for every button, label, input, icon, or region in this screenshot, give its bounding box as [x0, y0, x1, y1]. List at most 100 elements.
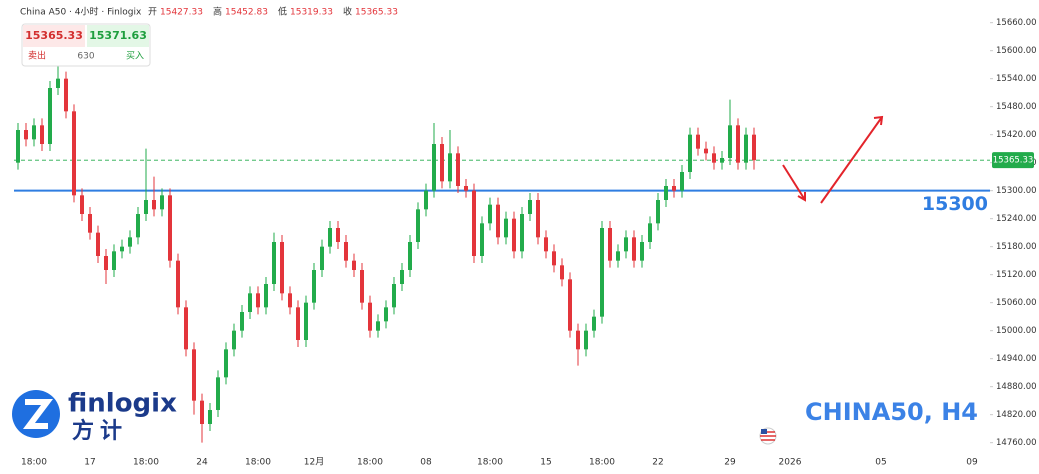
y-tick-label: 15180.00 [996, 242, 1037, 252]
candle-body [440, 144, 444, 182]
candle-body [752, 134, 756, 161]
logo-sub: 方计 [72, 418, 128, 444]
candle-body [248, 293, 252, 312]
candle-body [376, 321, 380, 331]
candle-body [424, 190, 428, 210]
candle-body [504, 218, 508, 238]
y-tick-label: 15240.00 [996, 214, 1037, 224]
x-tick-label: 29 [724, 458, 736, 468]
candle-body [744, 134, 748, 163]
x-tick-label: 17 [84, 458, 95, 468]
chart-title: China A50 · 4小时 · Finlogix [20, 6, 142, 18]
x-tick-label: 12月 [304, 457, 324, 468]
candle-body [152, 200, 156, 210]
candle-body [120, 246, 124, 252]
candle-body [320, 246, 324, 270]
x-tick-label: 22 [652, 458, 663, 468]
candle-body [136, 214, 140, 238]
sell-label[interactable]: 卖出 [28, 50, 46, 62]
price-tag-label: 15365.33 [993, 156, 1034, 166]
candle-body [88, 214, 92, 233]
candle-body [96, 232, 100, 256]
candle-body [144, 200, 148, 214]
arrow-down [782, 164, 806, 202]
candle-body [408, 242, 412, 270]
candle-body [640, 242, 644, 261]
x-tick-label: 18:00 [133, 458, 159, 468]
candle-body [544, 237, 548, 252]
candle-body [712, 153, 716, 163]
candle-body [128, 237, 132, 247]
candle-body [680, 172, 684, 191]
ohlc-key: 收 [343, 6, 352, 18]
candle-body [384, 307, 388, 322]
buy-price[interactable]: 15371.63 [89, 29, 147, 42]
candle-body [664, 186, 668, 200]
candle-body [448, 153, 452, 182]
candle-body [704, 148, 708, 154]
candle-body [568, 279, 572, 331]
candle-body [352, 260, 356, 270]
y-tick-label: 15300.00 [996, 186, 1037, 196]
plot: 14760.00 14820.00 14880.00 14940.00 15000.00… [14, 18, 1037, 468]
candle-body [160, 195, 164, 210]
ohlc-value: 15452.83 [225, 8, 268, 18]
candle-body [344, 242, 348, 261]
candle-body [232, 330, 236, 350]
candle-body [632, 237, 636, 261]
candle-body [264, 284, 268, 308]
candle-body [496, 204, 500, 238]
y-tick-label: 14820.00 [996, 410, 1037, 420]
spread: 630 [77, 52, 94, 62]
candle-body [360, 270, 364, 303]
candle-body [56, 78, 60, 88]
flag [759, 427, 777, 445]
arrow-up [820, 115, 884, 204]
candle-body [240, 312, 244, 331]
candle-body [32, 125, 36, 140]
candle-body [72, 111, 76, 196]
ohlc-key: 高 [213, 6, 222, 18]
candle-body [16, 130, 20, 163]
candle-body [656, 200, 660, 224]
candle-body [528, 200, 532, 214]
candle-body [296, 307, 300, 340]
candle-body [472, 190, 476, 256]
x-tick-label: 18:00 [477, 458, 503, 468]
candle-body [672, 186, 676, 191]
candle-body [392, 284, 396, 308]
flag-canton [761, 429, 767, 434]
candle-body [40, 125, 44, 144]
y-tick-label: 14760.00 [996, 438, 1037, 448]
x-tick-label: 18:00 [589, 458, 615, 468]
ohlc-key: 开 [148, 7, 157, 18]
y-tick-label: 14940.00 [996, 354, 1037, 364]
candle-body [728, 125, 732, 158]
ohlc-value: 15365.33 [355, 8, 398, 18]
logo-name: finlogix [68, 389, 177, 419]
candle-body [208, 410, 212, 424]
ohlc-value: 15427.33 [160, 8, 203, 18]
x-tick-label: 24 [196, 458, 208, 468]
candle-body [288, 293, 292, 308]
candle-body [176, 260, 180, 308]
trade-box: 15365.33 15371.63 卖出 630 买入 [21, 23, 151, 67]
candle-body [272, 242, 276, 284]
candle-body [432, 144, 436, 191]
y-tick-label: 15480.00 [996, 102, 1037, 112]
candle-body [216, 377, 220, 410]
candle-body [520, 214, 524, 252]
y-tick-label: 15060.00 [996, 298, 1037, 308]
y-tick-label: 14880.00 [996, 382, 1037, 392]
x-tick-label: 18:00 [357, 458, 383, 468]
candle-body [192, 349, 196, 401]
candle-body [536, 200, 540, 238]
candle-body [552, 251, 556, 266]
candle-body [512, 218, 516, 252]
sell-price[interactable]: 15365.33 [25, 29, 83, 42]
buy-label[interactable]: 买入 [126, 51, 144, 62]
x-tick-label: 08 [420, 458, 432, 468]
candle-body [200, 400, 204, 424]
candle-body [24, 130, 28, 140]
